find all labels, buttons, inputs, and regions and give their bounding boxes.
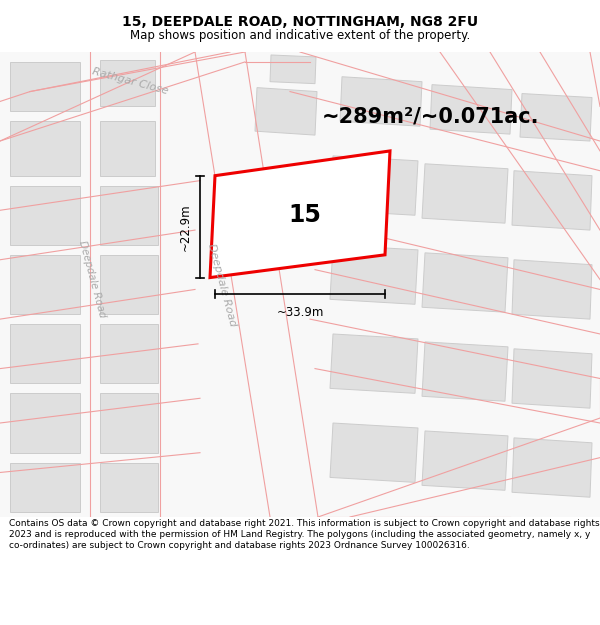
- Text: Rathgar Close: Rathgar Close: [91, 67, 169, 97]
- Polygon shape: [100, 255, 158, 314]
- Polygon shape: [422, 164, 508, 223]
- Polygon shape: [512, 349, 592, 408]
- Text: Contains OS data © Crown copyright and database right 2021. This information is : Contains OS data © Crown copyright and d…: [9, 519, 599, 551]
- Polygon shape: [10, 62, 80, 111]
- Polygon shape: [422, 342, 508, 401]
- Text: ~33.9m: ~33.9m: [277, 306, 323, 319]
- Polygon shape: [330, 245, 418, 304]
- Polygon shape: [512, 438, 592, 498]
- Polygon shape: [10, 462, 80, 512]
- Polygon shape: [330, 156, 418, 215]
- Text: ~289m²/~0.071ac.: ~289m²/~0.071ac.: [321, 106, 539, 126]
- Polygon shape: [512, 171, 592, 230]
- Text: 15, DEEPDALE ROAD, NOTTINGHAM, NG8 2FU: 15, DEEPDALE ROAD, NOTTINGHAM, NG8 2FU: [122, 14, 478, 29]
- Polygon shape: [520, 94, 592, 141]
- Polygon shape: [10, 121, 80, 176]
- Text: ~22.9m: ~22.9m: [179, 203, 192, 251]
- Polygon shape: [422, 431, 508, 490]
- Text: 15: 15: [289, 203, 322, 228]
- Polygon shape: [100, 60, 155, 106]
- Polygon shape: [330, 423, 418, 483]
- Text: Map shows position and indicative extent of the property.: Map shows position and indicative extent…: [130, 29, 470, 42]
- Polygon shape: [10, 255, 80, 314]
- Polygon shape: [255, 88, 317, 135]
- Polygon shape: [330, 334, 418, 393]
- Polygon shape: [100, 393, 158, 452]
- Polygon shape: [100, 462, 158, 512]
- Polygon shape: [100, 186, 158, 245]
- Polygon shape: [512, 260, 592, 319]
- Text: Deepdale Road: Deepdale Road: [206, 242, 238, 327]
- Polygon shape: [10, 324, 80, 383]
- Polygon shape: [422, 253, 508, 312]
- Polygon shape: [430, 84, 512, 134]
- Polygon shape: [10, 186, 80, 245]
- Polygon shape: [270, 55, 316, 84]
- Text: Deepdale Road: Deepdale Road: [77, 240, 107, 319]
- Polygon shape: [340, 77, 422, 126]
- Polygon shape: [100, 121, 155, 176]
- Polygon shape: [210, 151, 390, 278]
- Polygon shape: [10, 393, 80, 452]
- Polygon shape: [100, 324, 158, 383]
